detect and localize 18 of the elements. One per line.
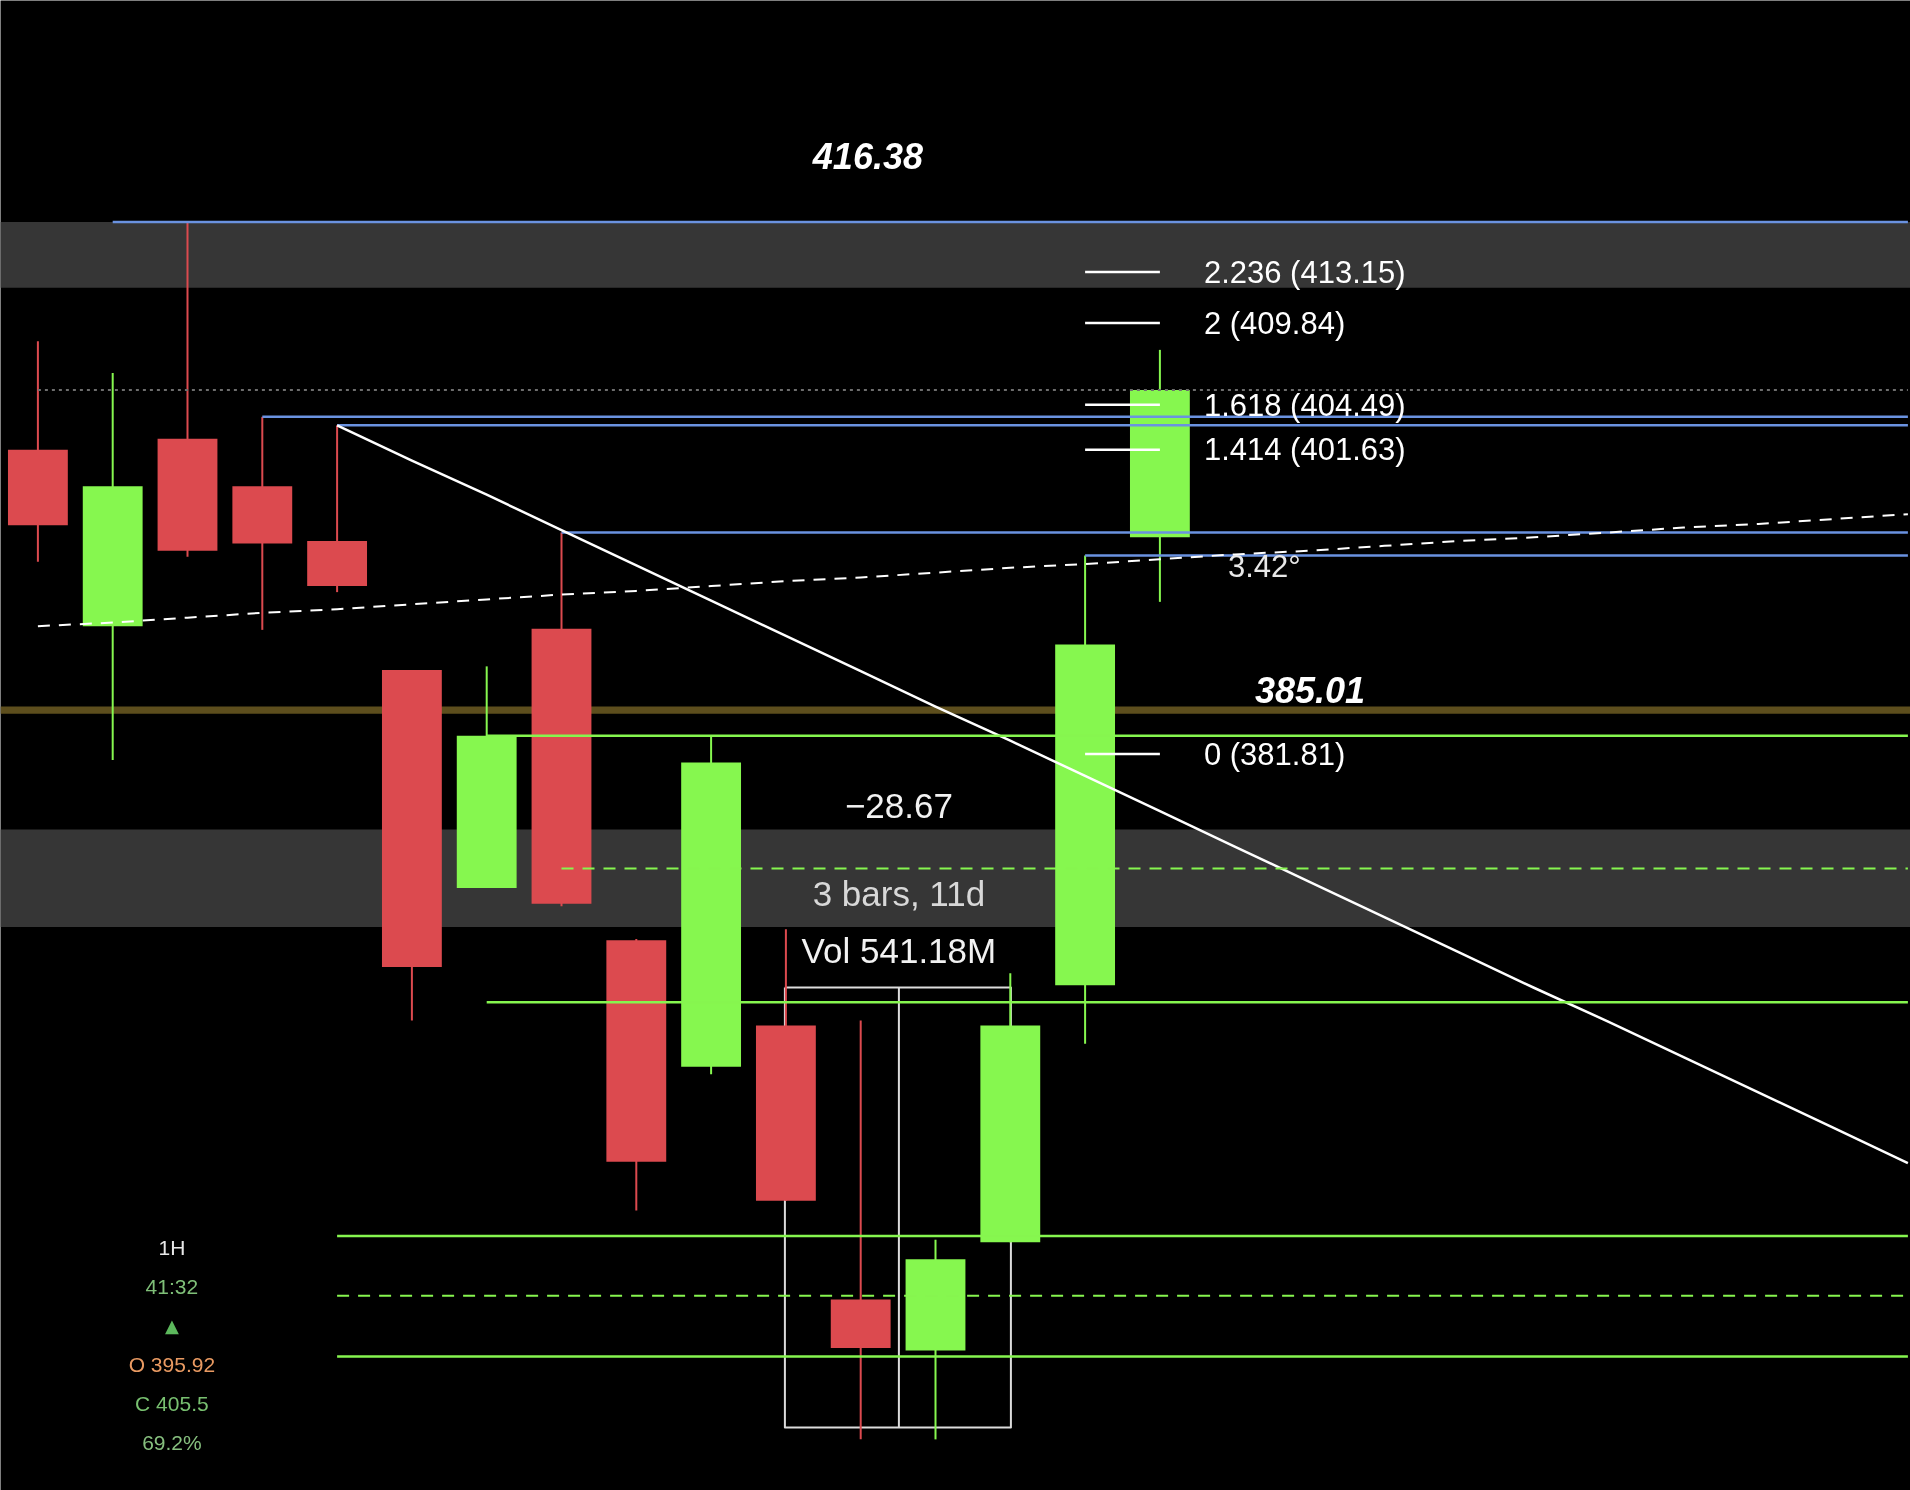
candlestick bbox=[830, 1019, 891, 1441]
annotation: 1.414 (401.63) bbox=[1203, 432, 1406, 467]
annotation: 416.38 bbox=[811, 136, 923, 178]
annotation: 3 bars, 11d bbox=[812, 874, 986, 913]
annotation: 2.236 (413.15) bbox=[1203, 255, 1406, 290]
annotation: 0 (381.81) bbox=[1203, 737, 1346, 772]
annotation: O 395.92 bbox=[128, 1353, 216, 1376]
annotation: C 405.5 bbox=[135, 1392, 209, 1415]
annotation: ▲ bbox=[164, 1315, 179, 1336]
annotation: 69.2% bbox=[142, 1431, 202, 1454]
annotation: Vol 541.18M bbox=[801, 931, 997, 970]
annotation: 1H bbox=[158, 1236, 186, 1259]
annotation: 41:32 bbox=[145, 1275, 199, 1298]
annotation: 385.01 bbox=[1254, 670, 1366, 712]
annotation: 1.618 (404.49) bbox=[1203, 388, 1406, 423]
annotation: 3.42° bbox=[1227, 549, 1301, 584]
annotation: 2 (409.84) bbox=[1203, 306, 1346, 341]
annotation: −28.67 bbox=[844, 785, 953, 825]
